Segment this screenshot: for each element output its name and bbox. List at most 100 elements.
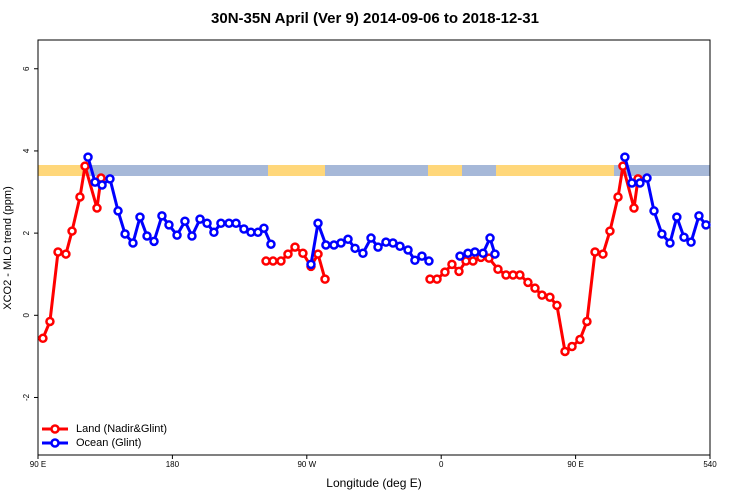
data-point <box>298 248 308 259</box>
x-tick-label: 540 <box>703 460 717 469</box>
data-point <box>642 173 652 183</box>
data-point <box>259 223 269 233</box>
data-point <box>635 178 645 188</box>
data-point <box>336 238 346 248</box>
data-point <box>276 256 286 266</box>
data-point <box>403 245 413 255</box>
y-tick-label: 2 <box>22 230 31 235</box>
plot-frame <box>37 39 711 456</box>
data-point <box>343 234 353 245</box>
data-point <box>447 259 457 270</box>
data-point <box>180 216 190 226</box>
data-point <box>552 300 562 311</box>
data-point <box>321 240 331 250</box>
legend-marker <box>50 438 60 448</box>
data-point <box>120 229 130 239</box>
data-point <box>560 346 570 357</box>
data-point <box>187 231 197 241</box>
chart-title: 30N-35N April (Ver 9) 2014-09-06 to 2018… <box>211 10 539 27</box>
data-point <box>83 152 93 162</box>
data-point <box>253 227 263 238</box>
y-tick-label: -2 <box>22 393 31 401</box>
data-point <box>239 224 249 234</box>
data-point <box>366 233 376 243</box>
data-point <box>657 229 667 239</box>
legend-label: Ocean (Glint) <box>76 437 141 449</box>
data-point <box>455 251 465 261</box>
data-point <box>157 211 167 221</box>
data-point <box>545 292 555 302</box>
x-tick-label: 90 E <box>30 460 46 469</box>
data-point <box>629 203 639 213</box>
data-point <box>283 249 293 259</box>
data-point <box>417 251 427 261</box>
data-point <box>67 226 77 236</box>
data-point <box>202 218 212 229</box>
data-point <box>478 248 488 259</box>
data-point <box>216 218 226 229</box>
data-point <box>424 256 434 266</box>
data-point <box>485 233 495 243</box>
data-point <box>97 180 107 190</box>
data-point <box>484 253 494 263</box>
data-point <box>45 316 55 327</box>
y-tick-label: 0 <box>22 313 31 318</box>
data-point <box>92 203 102 213</box>
data-point <box>350 243 360 254</box>
data-point <box>590 247 600 257</box>
data-point <box>582 316 592 327</box>
data-point <box>172 230 182 240</box>
land-strip <box>496 165 614 176</box>
x-tick-label: 180 <box>166 460 180 469</box>
data-point <box>620 152 630 162</box>
x-tick-label: 0 <box>439 460 444 469</box>
data-point <box>575 334 585 345</box>
data-point <box>530 283 540 293</box>
data-point <box>490 249 500 259</box>
data-point <box>128 238 138 248</box>
land-strip <box>428 165 462 176</box>
data-point <box>605 226 615 236</box>
data-point <box>672 212 682 222</box>
data-point <box>135 212 145 222</box>
data-point <box>113 206 123 216</box>
data-point <box>388 238 398 248</box>
data-point <box>61 249 71 259</box>
data-point <box>231 218 241 229</box>
data-point <box>627 178 637 188</box>
data-point <box>567 341 577 352</box>
data-point <box>373 242 383 252</box>
data-point <box>701 220 711 230</box>
data-point <box>598 249 608 259</box>
data-point <box>320 274 330 284</box>
data-point <box>679 232 689 242</box>
y-tick-label: 4 <box>22 148 31 153</box>
data-point <box>432 274 442 284</box>
data-point <box>38 333 48 344</box>
data-point <box>164 220 174 230</box>
x-tick-label: 90 W <box>297 460 316 469</box>
data-point <box>537 290 547 300</box>
data-point <box>195 214 205 224</box>
data-point <box>53 247 63 257</box>
data-point <box>694 211 704 221</box>
data-point <box>515 270 525 280</box>
land-strip <box>38 165 86 176</box>
data-point <box>306 259 316 270</box>
surface-strip <box>38 165 710 176</box>
x-axis-label: Longitude (deg E) <box>326 476 421 490</box>
data-point <box>440 267 450 277</box>
data-point <box>313 218 323 229</box>
data-point <box>523 277 533 288</box>
y-axis-label: XCO2 - MLO trend (ppm) <box>2 186 14 309</box>
land-strip <box>268 165 325 176</box>
data-point <box>493 264 503 275</box>
data-point <box>149 236 159 247</box>
data-point <box>105 174 115 184</box>
series-line <box>41 164 640 353</box>
data-point <box>209 227 219 238</box>
data-point <box>75 192 85 202</box>
data-point <box>80 161 90 171</box>
data-point <box>268 256 278 266</box>
